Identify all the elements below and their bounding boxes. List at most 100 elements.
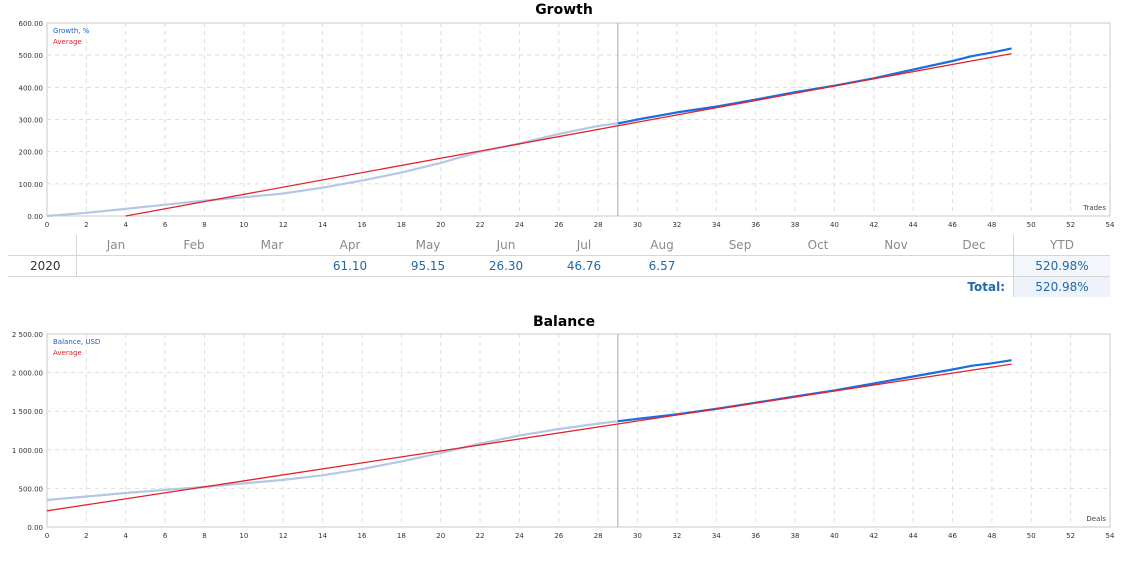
balance-y-tick-label: 2 000.00 (12, 370, 43, 378)
month-value-dec (935, 255, 1014, 277)
balance-x-tick-label: 38 (791, 532, 800, 540)
month-header-jan: Jan (76, 235, 155, 256)
growth-x-tick-label: 4 (124, 221, 129, 229)
balance-x-tick-label: 14 (318, 532, 327, 540)
balance-x-axis-label: Deals (1086, 515, 1106, 523)
month-header-oct: Oct (779, 235, 857, 256)
month-value-nov (857, 255, 935, 277)
growth-legend-entry-main: Growth, % (53, 27, 90, 35)
month-header-feb: Feb (155, 235, 233, 256)
year-label: 2020 (8, 255, 77, 277)
total-label: Total: (967, 280, 1005, 294)
month-header-dec: Dec (935, 235, 1014, 256)
month-value-oct (779, 255, 857, 277)
balance-y-tick-label: 0.00 (27, 524, 43, 532)
growth-x-axis-label: Trades (1082, 204, 1106, 212)
balance-x-tick-label: 46 (948, 532, 957, 540)
growth-x-tick-label: 28 (594, 221, 603, 229)
growth-x-tick-label: 36 (751, 221, 760, 229)
balance-x-tick-label: 4 (124, 532, 129, 540)
balance-x-tick-label: 18 (397, 532, 406, 540)
balance-x-tick-label: 50 (1027, 532, 1036, 540)
growth-x-tick-label: 54 (1106, 221, 1115, 229)
growth-x-tick-label: 32 (672, 221, 681, 229)
month-header-jun: Jun (467, 235, 545, 256)
month-value-apr: 61.10 (311, 255, 389, 277)
balance-average-line (46, 363, 1012, 512)
balance-x-tick-label: 10 (239, 532, 248, 540)
month-header-aug: Aug (623, 235, 701, 256)
month-header-sep: Sep (701, 235, 779, 256)
growth-x-tick-label: 52 (1066, 221, 1075, 229)
growth-x-tick-label: 42 (869, 221, 878, 229)
month-value-mar (233, 255, 311, 277)
growth-chart: 0.00 100.00 200.00 300.00 400.00 500.00 600.00… (19, 20, 1115, 229)
growth-x-tick-label: 16 (358, 221, 367, 229)
balance-x-tick-label: 36 (751, 532, 760, 540)
month-value-aug: 6.57 (623, 255, 701, 277)
growth-x-tick-label: 14 (318, 221, 327, 229)
growth-x-tick-label: 0 (45, 221, 49, 229)
growth-series-line-history (46, 122, 619, 218)
balance-x-tick-label: 0 (45, 532, 49, 540)
growth-x-tick-label: 44 (909, 221, 918, 229)
balance-x-tick-label: 26 (554, 532, 563, 540)
balance-chart: 0.00 500.00 1 000.00 1 500.00 2 000.00 2 500.… (12, 331, 1115, 540)
month-header-apr: Apr (311, 235, 389, 256)
growth-x-tick-label: 2 (84, 221, 88, 229)
month-value-jan (76, 255, 155, 277)
balance-chart-title: Balance (532, 314, 596, 330)
balance-x-tick-label: 22 (476, 532, 485, 540)
balance-x-tick-label: 44 (909, 532, 918, 540)
balance-x-tick-label: 30 (633, 532, 642, 540)
growth-y-tick-label: 500.00 (19, 52, 44, 60)
balance-x-tick-label: 12 (279, 532, 288, 540)
balance-x-tick-label: 8 (202, 532, 206, 540)
growth-chart-title: Growth (535, 2, 593, 18)
growth-average-line (125, 52, 1012, 217)
monthly-returns-table: Jan Feb Mar Apr May Jun Jul Aug Sep Oct … (8, 235, 1110, 297)
growth-x-tick-label: 12 (279, 221, 288, 229)
growth-x-tick-label: 40 (830, 221, 839, 229)
growth-x-tick-label: 6 (163, 221, 168, 229)
total-row: Total: 520.98% (8, 276, 1110, 297)
balance-series-line-history (46, 420, 619, 502)
month-value-sep (701, 255, 779, 277)
balance-legend-entry-average: Average (53, 349, 82, 357)
growth-x-tick-label: 24 (515, 221, 524, 229)
balance-x-tick-label: 32 (672, 532, 681, 540)
month-value-jun: 26.30 (467, 255, 545, 277)
balance-x-tick-label: 6 (163, 532, 168, 540)
growth-x-tick-label: 10 (239, 221, 248, 229)
month-header-may: May (389, 235, 467, 256)
month-value-may: 95.15 (389, 255, 467, 277)
month-header-mar: Mar (233, 235, 311, 256)
month-header-jul: Jul (545, 235, 623, 256)
month-value-jul: 46.76 (545, 255, 623, 277)
balance-x-tick-label: 42 (869, 532, 878, 540)
growth-x-tick-label: 48 (987, 221, 996, 229)
growth-y-tick-label: 0.00 (27, 213, 43, 221)
growth-x-tick-label: 38 (791, 221, 800, 229)
balance-x-tick-label: 16 (358, 532, 367, 540)
balance-y-tick-label: 2 500.00 (12, 331, 43, 339)
growth-x-tick-label: 18 (397, 221, 406, 229)
growth-x-tick-label: 30 (633, 221, 642, 229)
balance-x-tick-label: 48 (987, 532, 996, 540)
growth-x-tick-label: 46 (948, 221, 957, 229)
balance-x-tick-label: 34 (712, 532, 721, 540)
growth-y-tick-label: 400.00 (19, 84, 44, 92)
growth-y-tick-label: 100.00 (19, 181, 44, 189)
growth-x-tick-label: 22 (476, 221, 485, 229)
balance-x-tick-label: 28 (594, 532, 603, 540)
balance-y-tick-label: 1 500.00 (12, 408, 43, 416)
growth-x-tick-label: 50 (1027, 221, 1036, 229)
balance-x-tick-label: 52 (1066, 532, 1075, 540)
year-row: 2020 61.10 95.15 26.30 46.76 6.57 520.98… (8, 255, 1110, 277)
balance-x-tick-label: 2 (84, 532, 88, 540)
ytd-value: 520.98% (1013, 255, 1110, 277)
balance-x-tick-label: 20 (436, 532, 445, 540)
growth-legend-entry-average: Average (53, 38, 82, 46)
balance-y-tick-label: 1 000.00 (12, 447, 43, 455)
month-value-feb (155, 255, 233, 277)
